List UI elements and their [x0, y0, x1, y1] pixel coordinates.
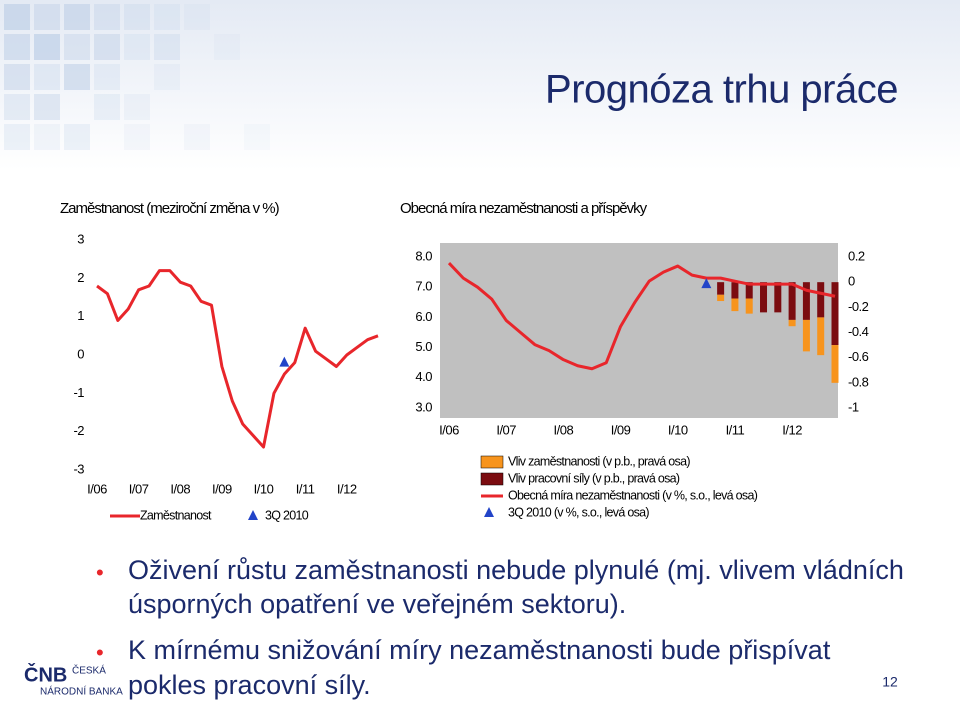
y-tick-label: -2: [73, 423, 84, 438]
slide-title: Prognóza trhu práce: [545, 68, 898, 112]
legend-label: Obecná míra nezaměstnanosti (v %, s.o., …: [508, 488, 758, 502]
bar: [788, 282, 796, 320]
x-tick-label: I/10: [668, 422, 688, 437]
legend-label: Vliv pracovní síly (v p.b., pravá osa): [508, 471, 680, 485]
y-tick-label: 6.0: [415, 309, 432, 324]
logo-text: NÁRODNÍ BANKA: [40, 685, 123, 698]
logo-mark: ČNB: [24, 662, 67, 686]
marker: [701, 278, 712, 289]
y-tick-label: -3: [73, 461, 84, 476]
plot-background: [440, 243, 838, 418]
bar: [745, 298, 753, 314]
x-tick-label: I/08: [170, 481, 190, 496]
bar: [731, 282, 739, 299]
x-tick-label: I/11: [726, 422, 745, 437]
chart-title: Zaměstnanost (meziroční změna v %): [60, 200, 280, 217]
x-tick-label: I/09: [611, 422, 631, 437]
bar: [731, 298, 739, 312]
bar: [760, 282, 768, 313]
x-tick-label: I/12: [337, 481, 357, 496]
bullet-text: pokles pracovní síly.: [128, 670, 371, 700]
bar: [774, 282, 782, 313]
legend-label: 3Q 2010 (v %, s.o., levá osa): [508, 505, 649, 519]
logo-text: ČESKÁ: [72, 664, 106, 677]
y2-tick-label: -0.4: [848, 324, 869, 339]
bullet-text: Oživení růstu zaměstnanosti nebude plynu…: [128, 555, 904, 585]
x-tick-label: I/08: [554, 422, 574, 437]
bar: [802, 282, 810, 320]
legend-swatch: [480, 455, 504, 469]
bar: [717, 282, 725, 295]
marker: [279, 356, 290, 367]
bullet-text: úsporných opatření ve veřejném sektoru).: [128, 589, 626, 619]
line: [447, 262, 836, 371]
bar: [817, 317, 825, 356]
y-tick-label: 1: [77, 308, 84, 323]
bar: [788, 319, 796, 327]
bar: [802, 319, 810, 352]
legend-marker: [248, 510, 258, 520]
page-number: 12: [882, 674, 898, 690]
legend-swatch: [480, 472, 504, 486]
y2-tick-label: 0: [848, 274, 855, 289]
y-tick-label: 4.0: [415, 369, 432, 384]
y-tick-label: 3: [77, 231, 84, 246]
y-tick-label: -1: [73, 385, 84, 400]
y2-tick-label: -0.6: [848, 349, 869, 364]
legend-label: Zaměstnanost: [140, 508, 212, 522]
x-tick-label: I/06: [87, 481, 107, 496]
logo: ČNB ČESKÁ NÁRODNÍ BANKA: [24, 662, 123, 697]
x-tick-label: I/06: [439, 422, 459, 437]
decor-squares: [4, 4, 270, 150]
bullet-dot: •: [96, 560, 104, 585]
bar: [831, 282, 839, 346]
bullet-text: K mírnému snižování míry nezaměstnanosti…: [128, 635, 831, 665]
bar: [817, 282, 825, 318]
bar: [745, 282, 753, 299]
x-tick-label: I/12: [782, 422, 802, 437]
legend-marker: [484, 507, 494, 517]
bullets: • Oživení růstu zaměstnanosti nebude ply…: [96, 555, 904, 700]
x-tick-label: I/07: [129, 481, 149, 496]
y-tick-label: 0: [77, 346, 84, 361]
x-tick-label: I/07: [496, 422, 516, 437]
chart-title: Obecná míra nezaměstnanosti a příspěvky: [400, 200, 648, 217]
y2-tick-label: -0.2: [848, 299, 869, 314]
x-tick-label: I/11: [296, 481, 315, 496]
header-band: [0, 0, 960, 170]
y2-tick-label: 0.2: [848, 248, 865, 263]
y2-tick-label: -1: [848, 399, 859, 414]
bullet-dot: •: [96, 640, 104, 665]
line: [96, 269, 379, 449]
y-tick-label: 7.0: [415, 279, 432, 294]
y-tick-label: 8.0: [415, 248, 432, 263]
x-tick-label: I/09: [212, 481, 232, 496]
y-tick-label: 5.0: [415, 339, 432, 354]
bar: [831, 345, 839, 383]
y-tick-label: 2: [77, 270, 84, 285]
y-tick-label: 3.0: [415, 399, 432, 414]
bar: [717, 294, 725, 302]
legend-label: 3Q 2010: [265, 508, 309, 522]
legend-label: Vliv zaměstnanosti (v p.b., pravá osa): [508, 454, 690, 468]
x-tick-label: I/10: [254, 481, 274, 496]
y2-tick-label: -0.8: [848, 374, 869, 389]
